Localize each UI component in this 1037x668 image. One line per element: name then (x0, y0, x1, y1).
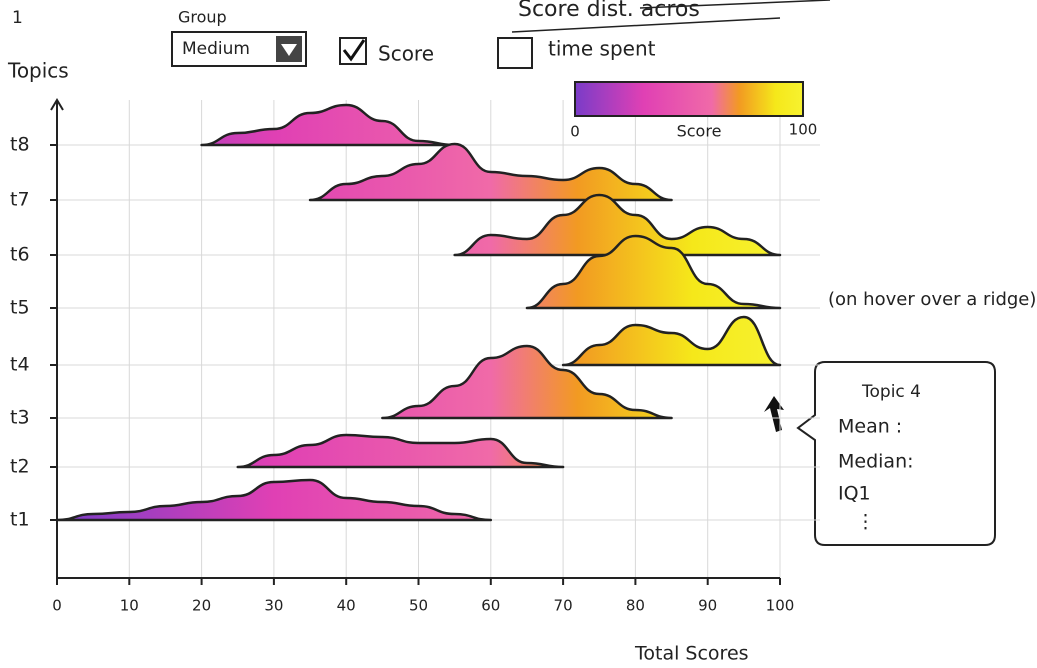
x-tick-label: 100 (766, 597, 795, 615)
tooltip-line: Mean : (838, 416, 902, 438)
x-tick-label: 90 (698, 597, 717, 615)
x-tick-label: 40 (337, 597, 356, 615)
ridge[interactable] (381, 344, 673, 420)
hover-arrow (764, 396, 784, 432)
x-tick-label: 80 (626, 597, 645, 615)
tooltip-line: IQ1 (838, 483, 871, 505)
tooltip-line: Median: (838, 451, 914, 473)
tooltip-line: ⋮ (856, 511, 875, 533)
ridge[interactable] (55, 478, 493, 522)
score-label[interactable]: Score (378, 42, 434, 66)
ridge[interactable] (236, 433, 565, 469)
group-dropdown[interactable]: Medium (171, 31, 307, 67)
y-tick-label: t8 (10, 134, 30, 156)
colorbar-min: 0 (570, 123, 580, 141)
y-tick-label: t4 (10, 354, 30, 376)
colorbar (574, 81, 804, 117)
y-tick-label: t1 (10, 509, 30, 531)
y-tick-label: t5 (10, 297, 30, 319)
tooltip-title: Topic 4 (861, 382, 921, 402)
tooltip: Topic 4 Mean : Median: IQ1 ⋮ (796, 361, 996, 546)
x-tick-label: 0 (52, 597, 62, 615)
ridge[interactable] (308, 142, 673, 202)
dropdown-value[interactable]: Medium (182, 39, 250, 59)
page-number: 1 (12, 8, 23, 28)
time-checkbox[interactable] (497, 37, 533, 69)
x-tick-label: 50 (409, 597, 428, 615)
annotation: (on hover over a ridge) (828, 289, 1036, 310)
chart-title: Score dist. acros (518, 0, 700, 22)
y-tick-label: t3 (10, 407, 30, 429)
y-tick-label: t6 (10, 244, 30, 266)
tooltip-box (796, 361, 996, 546)
group-label: Group (178, 8, 227, 27)
dropdown-arrow (281, 44, 297, 56)
ridge[interactable] (200, 103, 456, 147)
ridge[interactable] (525, 234, 782, 310)
x-tick-label: 70 (554, 597, 573, 615)
ridge[interactable] (453, 193, 782, 257)
colorbar-max: 100 (789, 121, 818, 139)
ridge[interactable] (561, 315, 782, 367)
y-tick-label: t7 (10, 189, 30, 211)
y-axis-arrow (50, 98, 64, 111)
y-axis-label: Topics (7, 59, 69, 83)
x-tick-label: 20 (192, 597, 211, 615)
title-underline (639, 0, 831, 9)
x-tick-label: 10 (120, 597, 139, 615)
y-tick-label: t2 (10, 456, 30, 478)
x-tick-label: 60 (481, 597, 500, 615)
x-tick-label: 30 (264, 597, 283, 615)
x-axis-label: Total Scores (634, 643, 749, 665)
time-label[interactable]: time spent (548, 37, 656, 61)
title-underline (511, 17, 781, 33)
colorbar-label: Score (677, 122, 722, 141)
check-mark (342, 39, 366, 62)
